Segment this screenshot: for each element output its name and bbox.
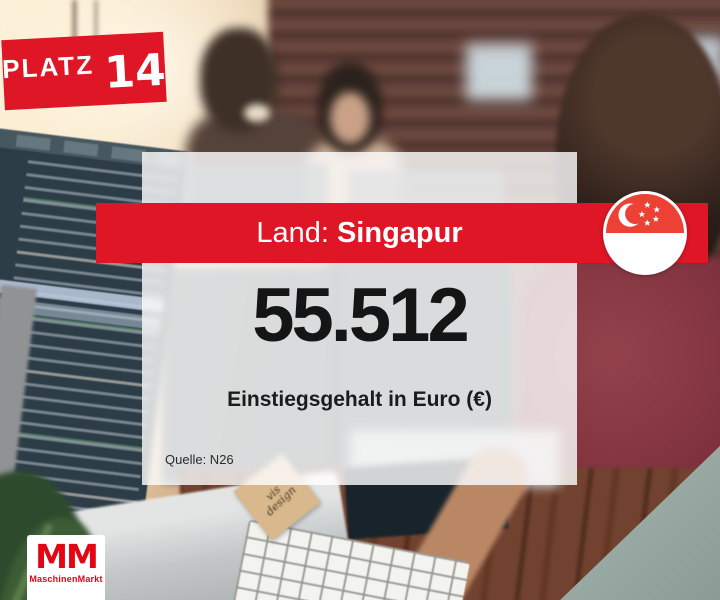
country-banner-text: Land: Singapur [142,203,577,263]
window-patch [466,44,532,100]
maschinenmarkt-logo: MM MaschinenMarkt [27,535,105,600]
salary-caption: Einstiegsgehalt in Euro (€) [227,388,492,411]
country-name: Singapur [336,216,463,249]
info-card: 55.512 Einstiegsgehalt in Euro (€) Quell… [142,152,577,485]
rank-badge-number: 14 [103,44,167,99]
singapore-flag-icon [603,191,687,275]
rank-badge: PLATZ 14 [1,31,167,111]
salary-value: 55.512 [252,273,469,358]
colleague-2-face [330,92,370,144]
colleague-1-collar [244,104,270,122]
rank-badge-label: PLATZ [1,48,95,84]
logo-initials: MM [35,537,99,576]
source-text: Quelle: N26 [165,452,234,467]
logo-wordmark: MaschinenMarkt [29,574,103,584]
country-label: Land: [256,216,329,249]
